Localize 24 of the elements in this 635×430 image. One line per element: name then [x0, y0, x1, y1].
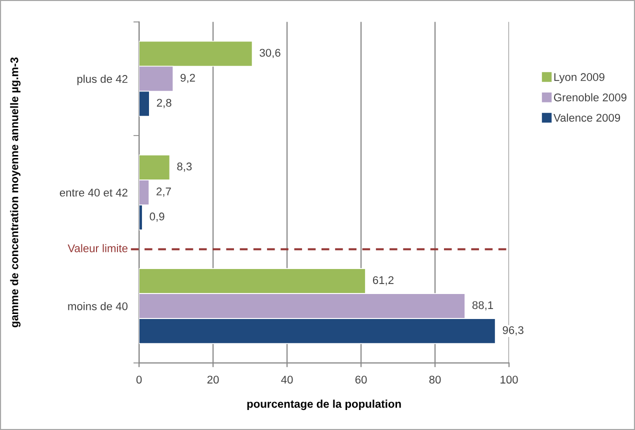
x-tick-label: 40: [281, 376, 293, 384]
data-label: 61,2: [372, 276, 394, 286]
data-label: 96,3: [502, 326, 524, 336]
y-tick-label: moins de 40: [68, 302, 128, 310]
data-label: 9,2: [180, 74, 195, 84]
data-label: 0,9: [150, 212, 164, 222]
x-tick-label: 20: [207, 376, 219, 384]
ref-line-label: Valeur limite: [68, 244, 128, 252]
data-label: 2,7: [156, 188, 171, 197]
y-tick-label: plus de 42: [77, 74, 128, 86]
x-axis-title: pourcentage de la population: [247, 400, 401, 410]
data-label: 8,3: [177, 162, 192, 172]
legend-label: Grenoble 2009: [554, 93, 626, 102]
x-tick-label: 80: [429, 376, 441, 384]
y-axis-title: gamme de concentration moyenne annuelle µg.m-3: [10, 57, 20, 328]
legend-label: Valence 2009: [553, 114, 620, 122]
x-tick-label: 100: [500, 376, 518, 384]
legend-label: Lyon 2009: [554, 73, 604, 84]
data-label: 30,6: [260, 48, 280, 58]
x-tick-label: 0: [136, 376, 142, 384]
y-tick-label: entre 40 et 42: [60, 188, 128, 197]
x-tick-label: 60: [355, 376, 367, 384]
data-label: 88,1: [472, 301, 494, 310]
data-label: 2,8: [156, 98, 172, 108]
